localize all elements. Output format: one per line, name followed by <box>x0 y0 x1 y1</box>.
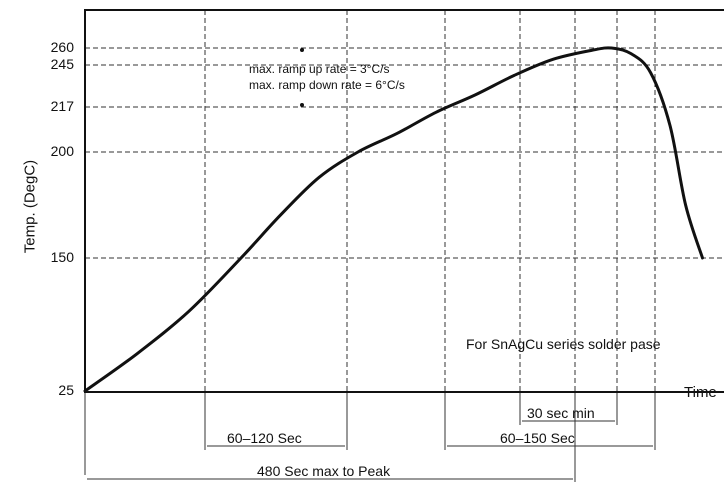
grid-lines <box>85 10 724 392</box>
plot-frame <box>84 9 724 393</box>
y-tick-label: 260 <box>50 39 74 55</box>
y-tick-label: 217 <box>50 98 74 114</box>
preheat-window-label: 60–120 Sec <box>227 430 302 446</box>
y-tick-label: 150 <box>50 249 74 265</box>
y-tick-label: 245 <box>50 56 74 72</box>
dimension-markers <box>84 48 656 482</box>
tal-window-label: 60–150 Sec <box>500 430 575 446</box>
x-axis-label: Time <box>684 384 717 401</box>
temperature-profile-line <box>83 46 704 393</box>
ramp-marker <box>300 103 304 107</box>
ramp-marker <box>300 48 304 52</box>
alloy-note: For SnAgCu series solder pase <box>466 336 661 352</box>
total-time-label: 480 Sec max to Peak <box>257 463 391 479</box>
peak-window-label: 30 sec min <box>527 405 595 421</box>
y-tick-label: 25 <box>58 382 74 398</box>
ramp-up-note: max. ramp up rate = 3°C/s <box>249 62 390 76</box>
y-axis-label: Temp. (DegC) <box>21 159 39 254</box>
y-tick-label: 200 <box>50 143 74 159</box>
ramp-down-note: max. ramp down rate = 6°C/s <box>249 78 405 92</box>
